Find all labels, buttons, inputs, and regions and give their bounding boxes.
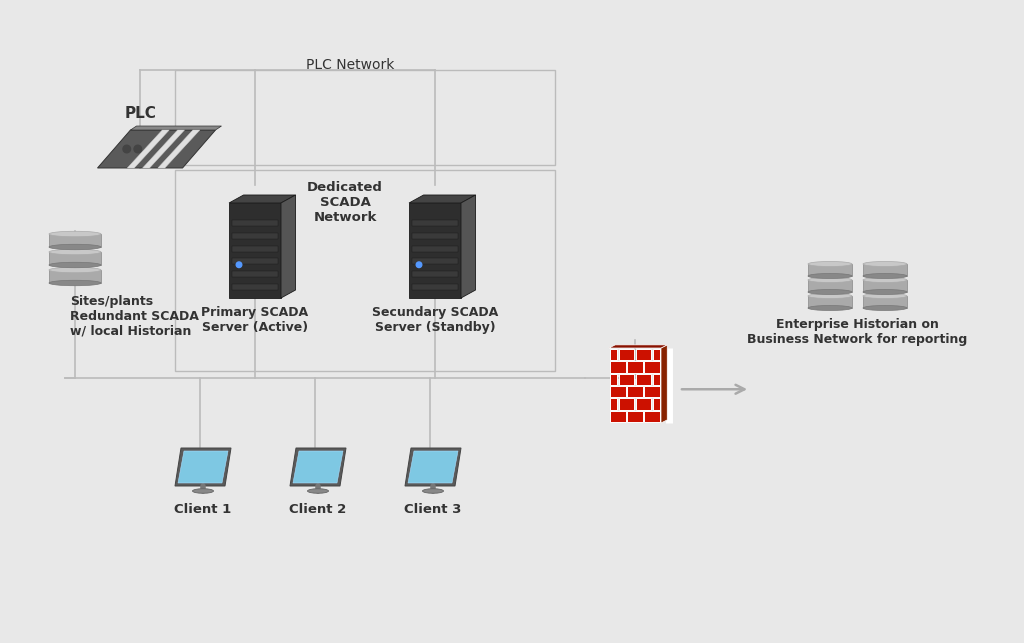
Text: Enterprise Historian on
Business Network for reporting: Enterprise Historian on Business Network…: [748, 318, 968, 346]
Polygon shape: [618, 374, 635, 385]
Polygon shape: [808, 264, 852, 276]
Polygon shape: [409, 195, 475, 203]
Polygon shape: [863, 296, 907, 308]
Ellipse shape: [49, 244, 101, 249]
Text: Client 2: Client 2: [290, 503, 347, 516]
Text: Client 3: Client 3: [404, 503, 462, 516]
Ellipse shape: [307, 489, 329, 493]
Polygon shape: [412, 233, 458, 239]
Polygon shape: [412, 284, 458, 290]
Polygon shape: [232, 258, 278, 264]
Polygon shape: [652, 349, 659, 360]
Ellipse shape: [808, 293, 852, 298]
Ellipse shape: [863, 289, 907, 294]
Polygon shape: [232, 246, 278, 251]
Polygon shape: [49, 234, 101, 247]
Polygon shape: [408, 451, 458, 483]
Polygon shape: [618, 399, 635, 410]
Ellipse shape: [863, 293, 907, 298]
Ellipse shape: [49, 262, 101, 267]
Ellipse shape: [423, 489, 443, 493]
Circle shape: [134, 145, 141, 153]
Polygon shape: [652, 399, 659, 410]
Ellipse shape: [49, 280, 101, 285]
Polygon shape: [627, 411, 643, 422]
Ellipse shape: [49, 249, 101, 255]
Polygon shape: [627, 386, 643, 397]
Polygon shape: [409, 203, 461, 298]
Polygon shape: [610, 386, 626, 397]
Ellipse shape: [808, 305, 852, 311]
Text: PLC: PLC: [125, 106, 157, 121]
Ellipse shape: [863, 305, 907, 311]
Polygon shape: [229, 203, 281, 298]
Polygon shape: [808, 296, 852, 308]
Polygon shape: [49, 252, 101, 265]
Polygon shape: [290, 448, 346, 486]
Polygon shape: [412, 220, 458, 226]
Polygon shape: [644, 361, 659, 372]
Ellipse shape: [808, 278, 852, 282]
Polygon shape: [175, 448, 231, 486]
Ellipse shape: [808, 273, 852, 278]
Ellipse shape: [49, 267, 101, 273]
Polygon shape: [412, 246, 458, 251]
Ellipse shape: [808, 289, 852, 294]
Polygon shape: [158, 130, 200, 168]
Circle shape: [416, 262, 422, 267]
Polygon shape: [644, 411, 659, 422]
Polygon shape: [609, 345, 668, 348]
Polygon shape: [636, 399, 651, 410]
Polygon shape: [281, 195, 296, 298]
Polygon shape: [97, 130, 215, 168]
Polygon shape: [863, 280, 907, 292]
Polygon shape: [229, 195, 296, 203]
Polygon shape: [127, 130, 169, 168]
Polygon shape: [610, 411, 626, 422]
Text: PLC Network: PLC Network: [306, 58, 394, 72]
Polygon shape: [652, 374, 659, 385]
Polygon shape: [142, 130, 184, 168]
Ellipse shape: [863, 262, 907, 266]
Polygon shape: [610, 349, 617, 360]
Polygon shape: [662, 345, 668, 423]
Polygon shape: [412, 271, 458, 277]
Text: Sites/plants
Redundant SCADA
w/ local Historian: Sites/plants Redundant SCADA w/ local Hi…: [70, 295, 199, 338]
Text: Secundary SCADA
Server (Standby): Secundary SCADA Server (Standby): [372, 306, 498, 334]
Polygon shape: [232, 233, 278, 239]
Polygon shape: [636, 374, 651, 385]
Polygon shape: [808, 280, 852, 292]
Polygon shape: [232, 220, 278, 226]
Polygon shape: [610, 374, 617, 385]
Ellipse shape: [808, 262, 852, 266]
Text: Dedicated
SCADA
Network: Dedicated SCADA Network: [307, 181, 383, 224]
Circle shape: [237, 262, 242, 267]
Polygon shape: [610, 361, 626, 372]
Polygon shape: [644, 386, 659, 397]
Circle shape: [123, 145, 130, 153]
Polygon shape: [232, 284, 278, 290]
Polygon shape: [627, 361, 643, 372]
Ellipse shape: [49, 231, 101, 237]
Ellipse shape: [863, 278, 907, 282]
Polygon shape: [412, 258, 458, 264]
Polygon shape: [618, 349, 635, 360]
Polygon shape: [406, 448, 461, 486]
Polygon shape: [461, 195, 475, 298]
Text: Primary SCADA
Server (Active): Primary SCADA Server (Active): [202, 306, 308, 334]
Polygon shape: [49, 270, 101, 283]
Polygon shape: [863, 264, 907, 276]
Polygon shape: [130, 126, 221, 130]
Ellipse shape: [193, 489, 213, 493]
Polygon shape: [232, 271, 278, 277]
Polygon shape: [293, 451, 343, 483]
Polygon shape: [636, 349, 651, 360]
Text: Client 1: Client 1: [174, 503, 231, 516]
Polygon shape: [610, 399, 617, 410]
Ellipse shape: [863, 273, 907, 278]
Polygon shape: [178, 451, 228, 483]
